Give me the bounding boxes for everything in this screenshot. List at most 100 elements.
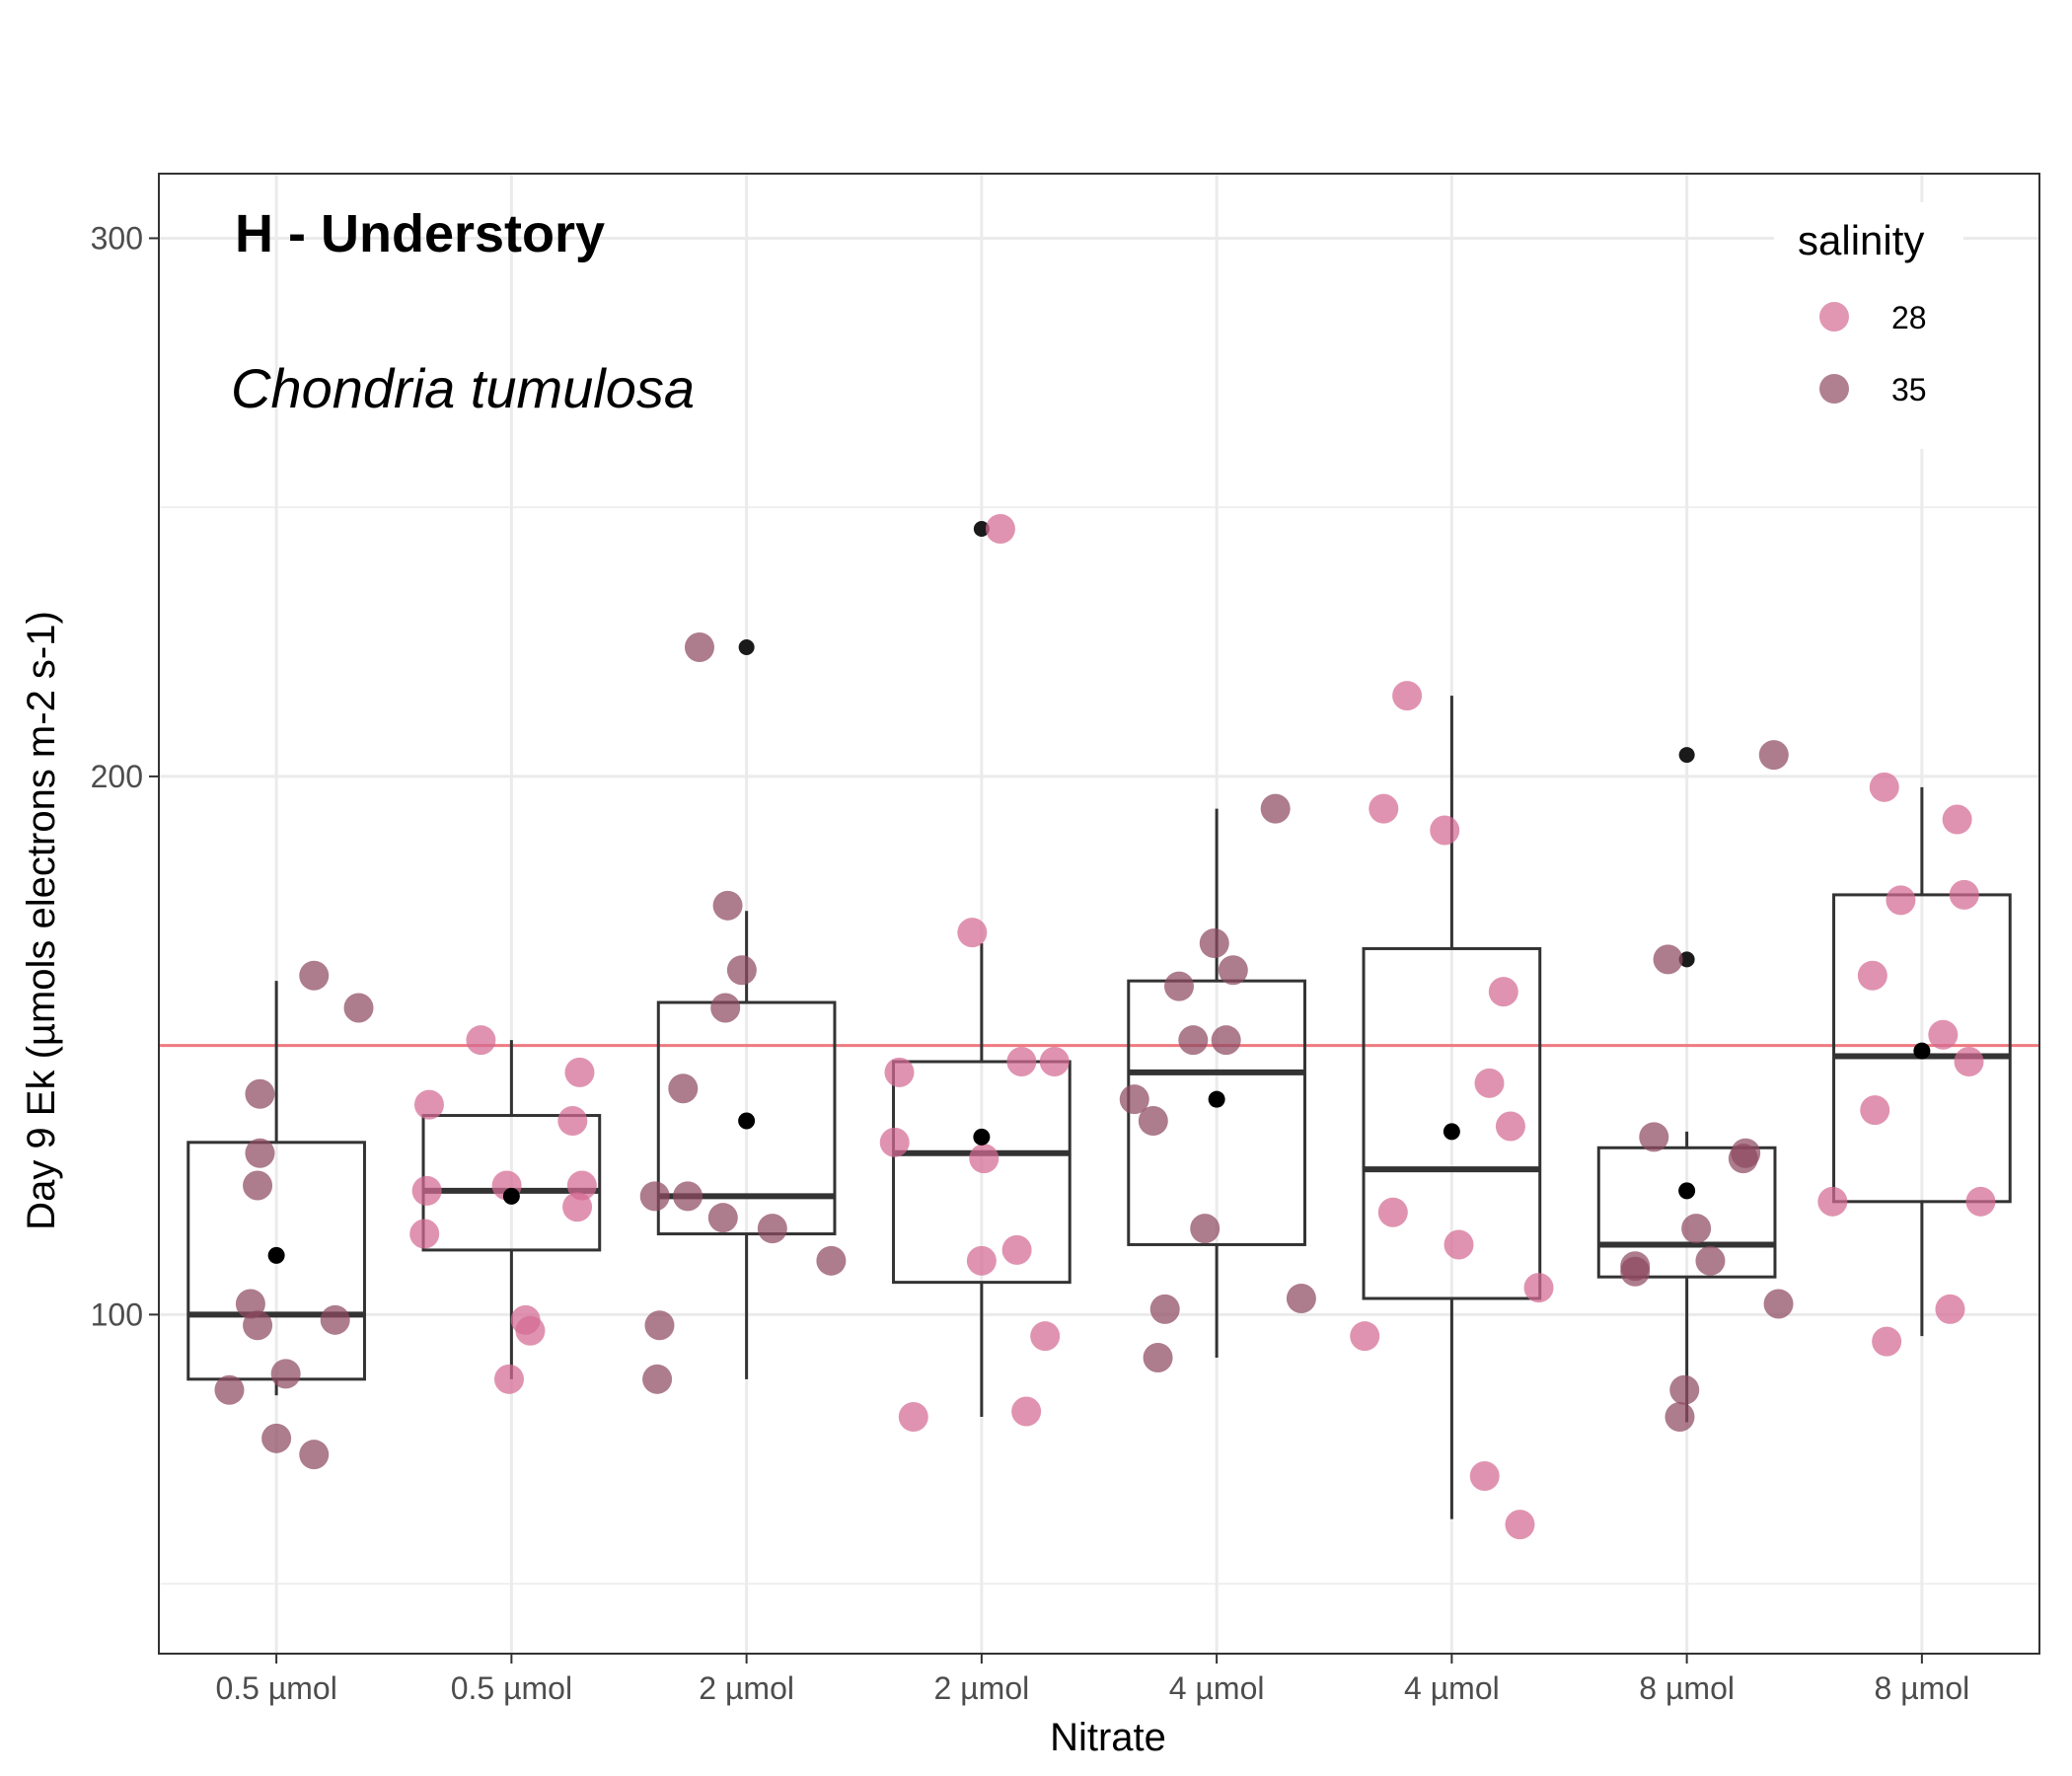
data-point-salinity-35 xyxy=(243,1310,273,1341)
data-point-salinity-28 xyxy=(1430,815,1460,846)
legend-title: salinity xyxy=(1798,217,1924,263)
data-point-salinity-28 xyxy=(562,1192,593,1222)
data-point-salinity-35 xyxy=(1681,1214,1712,1244)
y-tick-label: 200 xyxy=(91,759,143,794)
data-point-salinity-35 xyxy=(1211,1025,1241,1056)
data-point-salinity-35 xyxy=(270,1359,301,1389)
data-point-salinity-28 xyxy=(493,1364,524,1394)
x-tick-label: 4 µmol xyxy=(1404,1670,1500,1706)
data-point-salinity-28 xyxy=(969,1144,999,1174)
data-point-salinity-35 xyxy=(1149,1294,1180,1324)
data-point-salinity-35 xyxy=(1143,1343,1173,1372)
data-point-salinity-35 xyxy=(261,1423,292,1453)
data-point-salinity-28 xyxy=(1505,1510,1535,1540)
x-tick-label: 8 µmol xyxy=(1875,1670,1970,1706)
data-point-salinity-35 xyxy=(1119,1084,1149,1115)
data-point-salinity-28 xyxy=(1469,1461,1500,1491)
mean-markers xyxy=(267,1042,1931,1264)
mean-marker xyxy=(502,1187,520,1205)
data-points xyxy=(214,514,1996,1540)
box-body xyxy=(1832,893,2012,1204)
data-point-salinity-28 xyxy=(1965,1186,1996,1217)
data-point-salinity-28 xyxy=(957,918,988,948)
data-point-salinity-35 xyxy=(1218,955,1248,986)
box-body xyxy=(892,1060,1072,1285)
data-point-salinity-35 xyxy=(1758,740,1789,771)
data-point-salinity-35 xyxy=(642,1364,673,1394)
data-point-salinity-35 xyxy=(299,1440,330,1470)
y-tick-label: 100 xyxy=(91,1296,143,1332)
legend-key-35 xyxy=(1819,374,1849,404)
data-point-salinity-28 xyxy=(1817,1186,1848,1217)
data-point-salinity-28 xyxy=(1928,1019,1959,1050)
box-body xyxy=(656,1000,837,1236)
x-tick-label: 4 µmol xyxy=(1169,1670,1265,1706)
data-point-salinity-35 xyxy=(1669,1374,1700,1405)
data-point-salinity-28 xyxy=(1495,1111,1525,1142)
data-point-salinity-35 xyxy=(214,1374,245,1405)
data-point-salinity-35 xyxy=(1639,1122,1669,1152)
mean-marker xyxy=(973,1128,991,1146)
data-point-salinity-28 xyxy=(1949,879,1979,910)
data-point-salinity-35 xyxy=(299,960,330,991)
data-point-salinity-35 xyxy=(757,1214,787,1244)
data-point-salinity-35 xyxy=(1728,1144,1758,1174)
y-tick-label: 300 xyxy=(91,220,143,256)
data-point-salinity-28 xyxy=(515,1315,546,1346)
data-point-salinity-28 xyxy=(898,1402,928,1432)
species-subtitle: Chondria tumulosa xyxy=(231,357,695,419)
boxplot xyxy=(1596,747,1777,1423)
data-point-salinity-28 xyxy=(1954,1047,1984,1076)
data-point-salinity-35 xyxy=(710,993,741,1023)
x-tick-label: 0.5 µmol xyxy=(451,1670,572,1706)
mean-marker xyxy=(738,1112,756,1130)
mean-marker xyxy=(267,1246,285,1264)
data-point-salinity-35 xyxy=(712,890,743,921)
x-tick-label: 2 µmol xyxy=(699,1670,794,1706)
box-body xyxy=(1596,1146,1777,1279)
legend-background xyxy=(1774,202,1963,449)
data-point-salinity-28 xyxy=(1011,1396,1042,1427)
data-point-salinity-28 xyxy=(411,1175,442,1206)
panel-title: H - Understory xyxy=(235,204,605,263)
data-point-salinity-28 xyxy=(1869,772,1899,802)
data-point-salinity-28 xyxy=(1935,1294,1965,1324)
y-axis-title: Day 9 Ek (µmols electrons m-2 s-1) xyxy=(20,611,63,1230)
legend-key-28 xyxy=(1819,302,1849,332)
data-point-salinity-35 xyxy=(1178,1025,1209,1056)
data-point-salinity-28 xyxy=(1350,1321,1380,1352)
data-point-salinity-28 xyxy=(1872,1326,1902,1357)
data-point-salinity-28 xyxy=(1369,793,1399,824)
data-point-salinity-28 xyxy=(557,1106,588,1136)
data-point-salinity-35 xyxy=(1695,1245,1726,1276)
data-point-salinity-28 xyxy=(564,1057,595,1087)
legend: salinity 28 35 xyxy=(1774,202,1963,449)
data-point-salinity-28 xyxy=(1942,804,1972,835)
data-point-salinity-28 xyxy=(1001,1234,1032,1265)
data-point-salinity-35 xyxy=(684,632,714,662)
data-point-salinity-28 xyxy=(1474,1068,1505,1098)
data-point-salinity-28 xyxy=(1377,1197,1408,1227)
data-point-salinity-35 xyxy=(726,955,757,986)
axes: 100 200 300 0.5 µmol 0.5 µmol 2 µmol 2 µmol 4 µ… xyxy=(91,220,1970,1706)
data-point-salinity-35 xyxy=(1190,1214,1221,1244)
data-point-salinity-35 xyxy=(1260,793,1291,824)
panel-border xyxy=(158,173,2040,1655)
box-body xyxy=(1362,946,1542,1300)
data-point-salinity-28 xyxy=(985,514,1015,544)
data-point-salinity-35 xyxy=(245,1138,275,1168)
data-point-salinity-28 xyxy=(884,1057,915,1087)
data-point-salinity-35 xyxy=(1653,944,1683,975)
data-point-salinity-28 xyxy=(1443,1229,1474,1260)
boxplot xyxy=(1362,696,1542,1519)
mean-marker xyxy=(1678,1182,1696,1200)
data-point-salinity-28 xyxy=(409,1219,440,1249)
box-outlier xyxy=(738,639,755,655)
data-point-salinity-28 xyxy=(466,1025,496,1056)
data-point-salinity-35 xyxy=(1199,928,1229,958)
data-point-salinity-35 xyxy=(816,1245,847,1276)
data-point-salinity-28 xyxy=(1006,1047,1037,1076)
data-point-salinity-28 xyxy=(1030,1321,1061,1352)
